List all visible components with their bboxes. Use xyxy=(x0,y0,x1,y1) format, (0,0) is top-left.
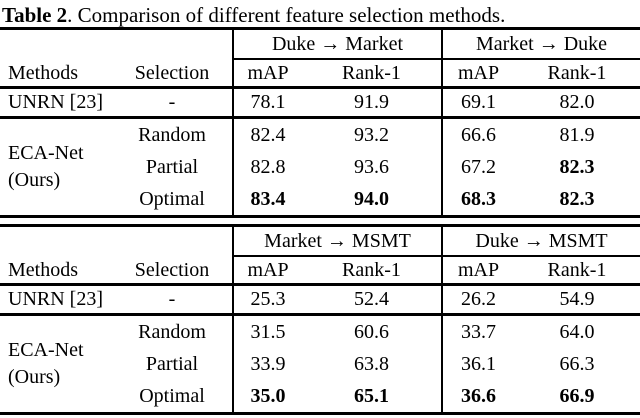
col-header-selection: Selection xyxy=(112,60,232,89)
metric-value: 82.8 xyxy=(232,151,302,183)
metric-value: 63.8 xyxy=(354,352,389,375)
results-table-2: Market → MSMT Duke → MSMT Methods Select… xyxy=(0,224,640,415)
table-caption-text: . Comparison of different feature select… xyxy=(67,3,506,27)
col-header-methods: Methods xyxy=(0,60,112,89)
selection-value: Partial xyxy=(145,352,199,375)
group-header-market-duke: Market → Duke xyxy=(441,30,640,60)
metric-value: 26.2 xyxy=(441,286,514,316)
metric-value: 78.1 xyxy=(232,89,302,119)
method-name-line1: ECA-Net xyxy=(8,142,84,164)
method-name-eca-net: ECA-Net (Ours) xyxy=(0,119,112,215)
method-name-eca-net: ECA-Net (Ours) xyxy=(0,316,112,412)
col-header-map: mAP xyxy=(232,257,302,286)
selection-value: - xyxy=(112,286,232,316)
selection-value: Random xyxy=(138,123,206,146)
metric-value: 52.4 xyxy=(302,286,441,316)
method-name-unrn: UNRN [23] xyxy=(0,89,112,119)
metric-value: 33.7 xyxy=(441,316,514,348)
method-name-line1: ECA-Net xyxy=(8,339,84,361)
col-header-map: mAP xyxy=(232,60,302,89)
metric-value: 82.3 xyxy=(559,187,595,210)
metric-value: 82.4 xyxy=(232,119,302,151)
selection-value: - xyxy=(112,89,232,119)
metric-value: 25.3 xyxy=(232,286,302,316)
results-table-1: Duke → Market Market → Duke Methods Sele… xyxy=(0,27,640,218)
metric-value: 68.3 xyxy=(441,183,514,215)
metric-value: 31.5 xyxy=(232,316,302,348)
metric-value: 64.0 xyxy=(559,320,595,343)
metric-value: 66.6 xyxy=(441,119,514,151)
selection-value: Optimal xyxy=(139,187,205,210)
col-header-rank1: Rank-1 xyxy=(302,257,441,286)
metric-value: 54.9 xyxy=(514,286,640,316)
metric-value: 81.9 xyxy=(559,123,595,146)
metric-value: 66.3 xyxy=(559,352,595,375)
metric-value: 33.9 xyxy=(232,348,302,380)
col-header-rank1: Rank-1 xyxy=(514,60,640,89)
metric-value: 82.3 xyxy=(559,155,595,178)
col-header-rank1: Rank-1 xyxy=(514,257,640,286)
group-header-market-msmt: Market → MSMT xyxy=(232,227,441,257)
col-header-rank1: Rank-1 xyxy=(302,60,441,89)
selection-value: Random xyxy=(138,320,206,343)
group-header-duke-market: Duke → Market xyxy=(232,30,441,60)
method-name-line2: (Ours) xyxy=(8,169,61,191)
selection-value: Partial xyxy=(145,155,199,178)
metric-value: 93.2 xyxy=(354,123,389,146)
col-header-selection: Selection xyxy=(112,257,232,286)
table-caption-number: Table 2 xyxy=(2,3,68,27)
metric-value: 65.1 xyxy=(354,384,389,407)
corner-blank xyxy=(0,30,232,60)
metric-value: 67.2 xyxy=(441,151,514,183)
metric-value: 36.6 xyxy=(441,380,514,412)
col-header-map: mAP xyxy=(441,257,514,286)
method-name-unrn: UNRN [23] xyxy=(0,286,112,316)
group-header-duke-msmt: Duke → MSMT xyxy=(441,227,640,257)
metric-value: 94.0 xyxy=(354,187,389,210)
metric-value: 91.9 xyxy=(302,89,441,119)
metric-value: 69.1 xyxy=(441,89,514,119)
metric-value: 82.0 xyxy=(514,89,640,119)
col-header-methods: Methods xyxy=(0,257,112,286)
metric-value: 93.6 xyxy=(354,155,389,178)
corner-blank xyxy=(0,227,232,257)
col-header-map: mAP xyxy=(441,60,514,89)
metric-value: 35.0 xyxy=(232,380,302,412)
method-name-line2: (Ours) xyxy=(8,366,61,388)
metric-value: 83.4 xyxy=(232,183,302,215)
table-caption: Table 2. Comparison of different feature… xyxy=(0,0,640,27)
metric-value: 36.1 xyxy=(441,348,514,380)
metric-value: 60.6 xyxy=(354,320,389,343)
metric-value: 66.9 xyxy=(559,384,595,407)
selection-value: Optimal xyxy=(139,384,205,407)
